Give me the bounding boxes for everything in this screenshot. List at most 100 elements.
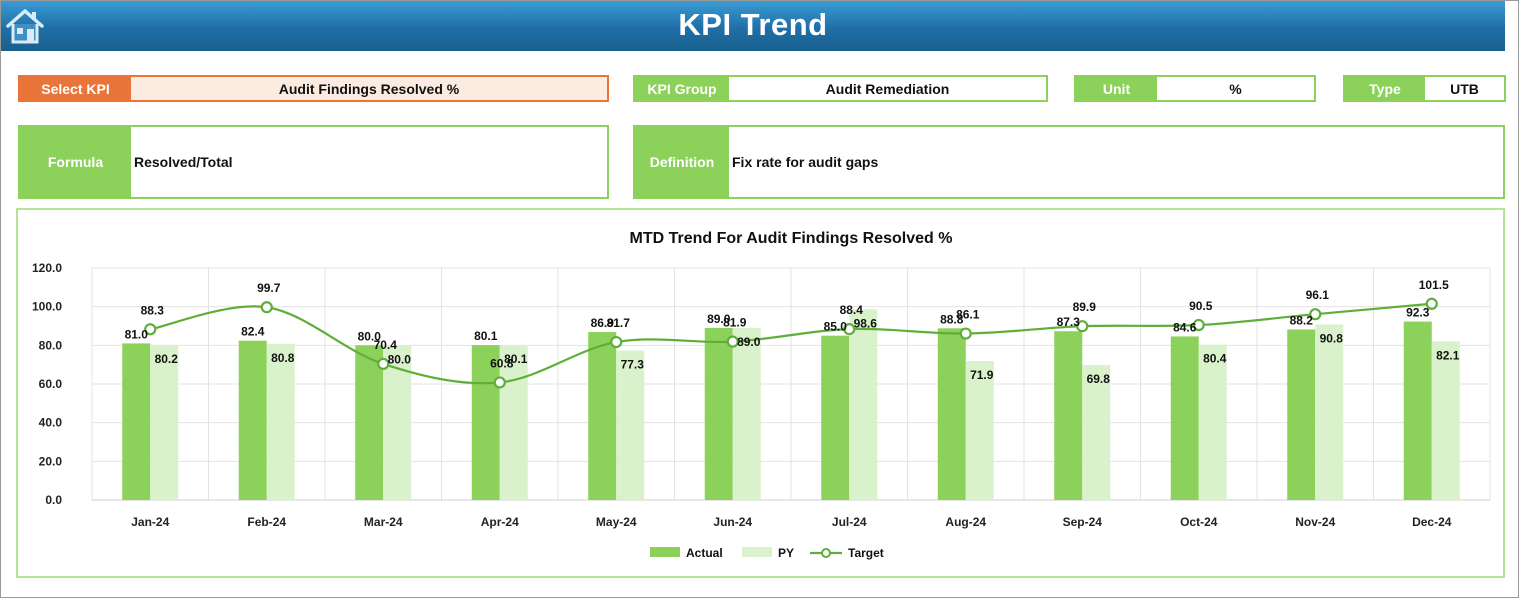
actual-bar [238, 340, 267, 500]
py-data-label: 77.3 [621, 358, 645, 372]
actual-bar [471, 345, 500, 500]
target-point [260, 301, 273, 314]
legend-target-marker [821, 548, 831, 558]
actual-data-label: 80.1 [474, 329, 498, 343]
mtd-trend-chart: MTD Trend For Audit Findings Resolved % 0… [32, 230, 1491, 560]
py-data-label: 80.0 [388, 352, 412, 366]
actual-data-label: 89.0 [707, 312, 731, 326]
title-bar: KPI Trend [1, 1, 1505, 51]
x-tick-label: Feb-24 [247, 515, 286, 529]
py-bar [1198, 344, 1227, 500]
actual-bar [588, 331, 617, 500]
target-point [1309, 308, 1322, 321]
formula-field: Formula Resolved/Total [18, 125, 609, 199]
actual-bar [821, 335, 850, 500]
unit-value: % [1157, 77, 1314, 100]
kpi-group-field: KPI Group Audit Remediation [633, 75, 1048, 102]
definition-field: Definition Fix rate for audit gaps [633, 125, 1505, 199]
x-tick-label: Jun-24 [713, 515, 752, 529]
unit-label: Unit [1076, 77, 1157, 100]
target-point [1076, 320, 1089, 333]
kpi-group-label: KPI Group [635, 77, 729, 100]
py-bar [266, 343, 295, 500]
py-data-label: 71.9 [970, 368, 994, 382]
x-tick-label: Oct-24 [1180, 515, 1218, 529]
target-data-label: 99.7 [257, 281, 281, 295]
home-icon[interactable] [5, 7, 45, 45]
x-tick-label: Dec-24 [1412, 515, 1452, 529]
y-tick-label: 0.0 [45, 493, 62, 507]
formula-value: Resolved/Total [131, 127, 607, 197]
actual-data-label: 80.0 [358, 329, 382, 343]
legend-py-swatch [742, 547, 772, 557]
target-data-label: 88.3 [141, 303, 165, 317]
py-data-label: 80.2 [155, 352, 179, 366]
actual-data-label: 84.6 [1173, 320, 1197, 334]
x-tick-label: Mar-24 [364, 515, 403, 529]
py-data-label: 98.6 [854, 316, 878, 330]
type-label: Type [1345, 77, 1425, 100]
py-bar [965, 360, 994, 500]
py-bar [1082, 365, 1111, 500]
target-point [1192, 318, 1205, 332]
target-point [1425, 297, 1438, 310]
py-data-label: 89.0 [737, 335, 761, 349]
x-tick-label: Sep-24 [1063, 515, 1103, 529]
legend-target-label: Target [848, 546, 884, 560]
actual-data-label: 86.9 [591, 316, 615, 330]
definition-value: Fix rate for audit gaps [729, 127, 1503, 197]
x-tick-label: Jul-24 [832, 515, 867, 529]
py-data-label: 80.1 [504, 352, 528, 366]
target-data-label: 89.9 [1073, 300, 1097, 314]
x-tick-label: May-24 [596, 515, 637, 529]
target-data-label: 86.1 [956, 308, 980, 322]
py-bar [1431, 341, 1460, 500]
actual-bar [1054, 331, 1083, 500]
target-point [959, 327, 972, 340]
x-tick-label: Apr-24 [481, 515, 519, 529]
legend-actual-swatch [650, 547, 680, 557]
x-tick-label: Aug-24 [945, 515, 986, 529]
py-bar [499, 345, 528, 500]
actual-bar [122, 343, 151, 500]
select-kpi-field: Select KPI Audit Findings Resolved % [18, 75, 609, 102]
actual-bar [704, 327, 733, 500]
target-data-label: 70.4 [374, 338, 398, 352]
target-point [493, 376, 506, 389]
type-value: UTB [1425, 77, 1504, 100]
py-bar [616, 350, 645, 500]
target-data-label: 60.8 [490, 356, 514, 370]
legend-py-label: PY [778, 546, 794, 560]
x-tick-label: Jan-24 [131, 515, 169, 529]
kpi-group-value: Audit Remediation [729, 77, 1046, 100]
legend-actual-label: Actual [686, 546, 723, 560]
chart-title: MTD Trend For Audit Findings Resolved % [630, 230, 953, 247]
actual-bar [937, 328, 966, 500]
target-point [726, 335, 739, 348]
type-field: Type UTB [1343, 75, 1506, 102]
target-point [377, 357, 390, 370]
py-bar [1315, 324, 1344, 500]
actual-bar [355, 345, 384, 500]
actual-data-label: 88.8 [940, 312, 964, 326]
y-tick-label: 40.0 [39, 416, 63, 430]
target-data-label: 88.4 [840, 303, 864, 317]
select-kpi-dropdown[interactable]: Audit Findings Resolved % [131, 77, 607, 100]
py-data-label: 80.8 [271, 351, 295, 365]
unit-field: Unit % [1074, 75, 1316, 102]
py-data-label: 69.8 [1087, 372, 1111, 386]
target-data-label: 101.5 [1419, 278, 1449, 292]
formula-label: Formula [20, 127, 131, 197]
actual-bar [1170, 336, 1199, 500]
actual-data-label: 92.3 [1406, 306, 1430, 320]
target-point [144, 323, 157, 336]
py-data-label: 82.1 [1436, 348, 1460, 362]
actual-bar [1287, 329, 1316, 500]
target-point [610, 335, 623, 349]
py-bar [732, 327, 761, 500]
py-bar [150, 344, 179, 500]
page-title: KPI Trend [678, 7, 828, 42]
actual-data-label: 82.4 [241, 325, 265, 339]
py-data-label: 80.4 [1203, 352, 1227, 366]
target-line [150, 302, 1432, 385]
